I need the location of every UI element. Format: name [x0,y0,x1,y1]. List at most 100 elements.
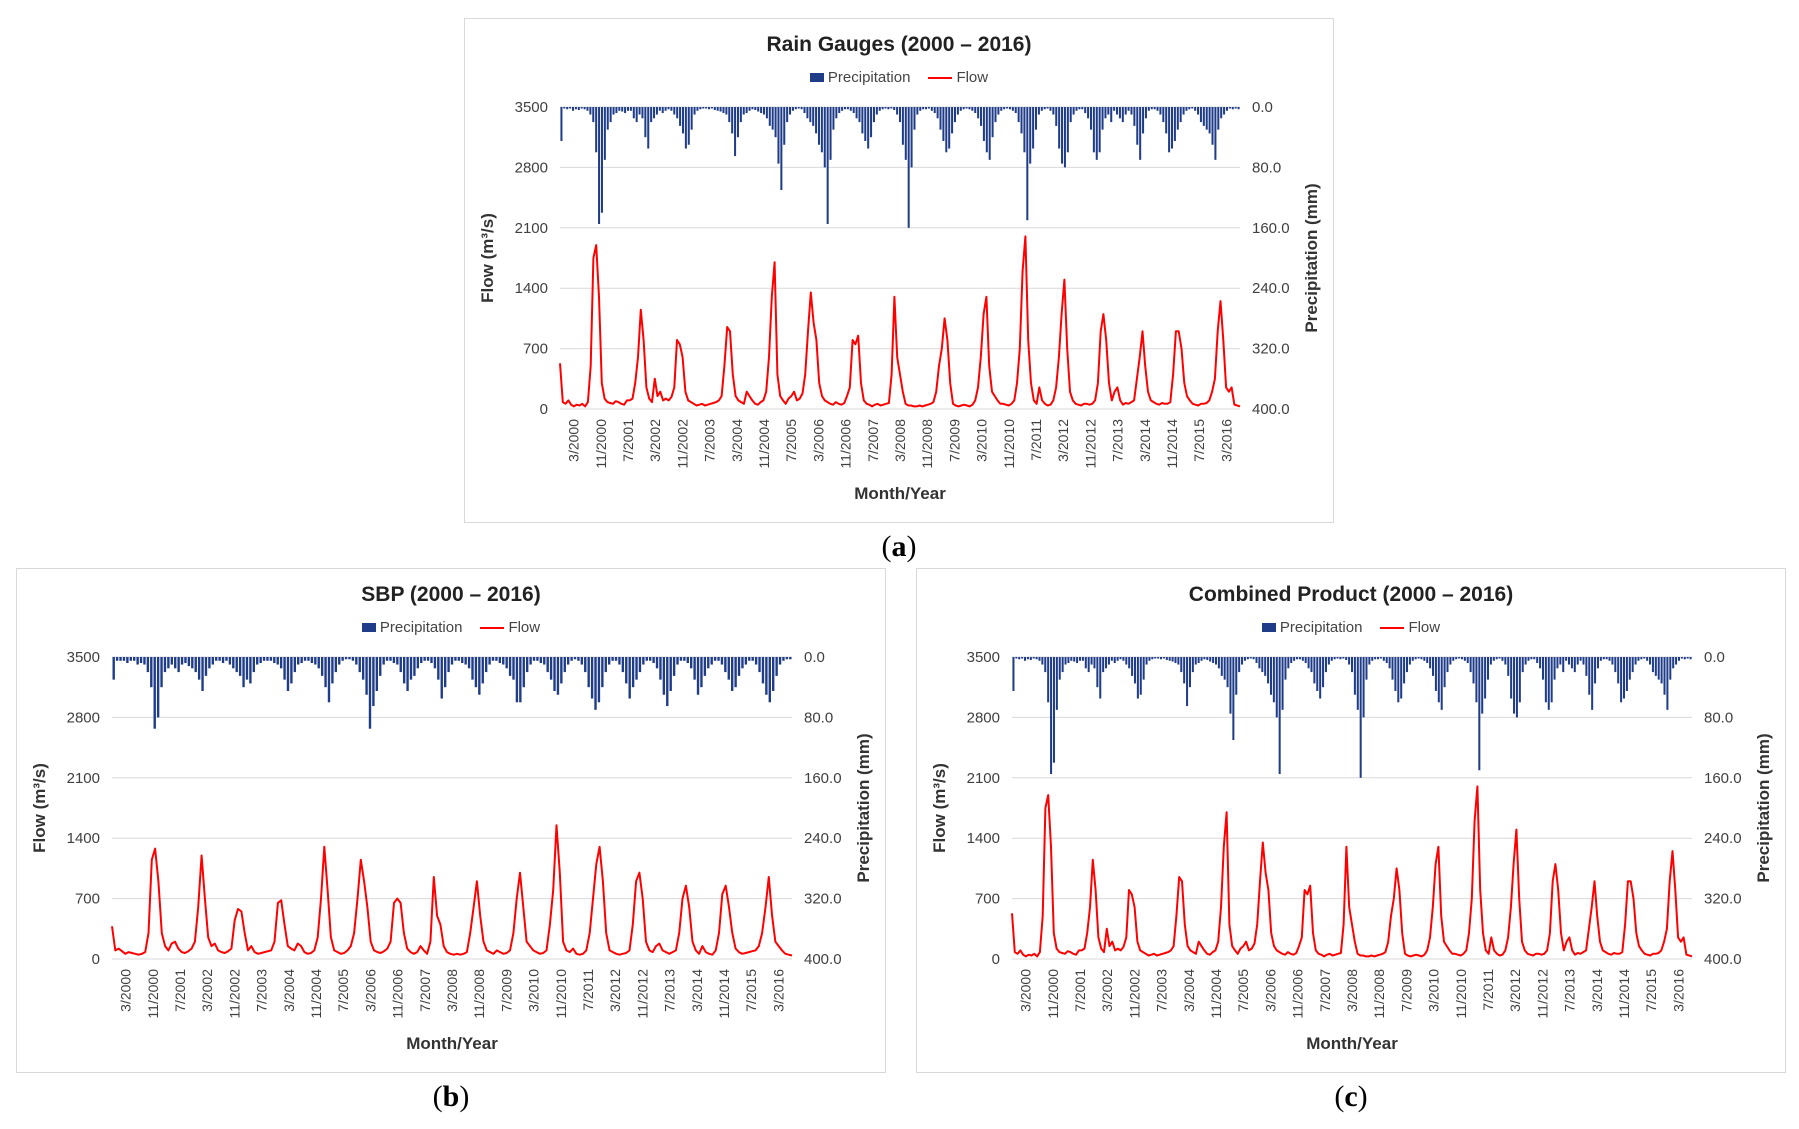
precipitation-bar [607,657,611,665]
precipitation-bar [1024,657,1027,661]
precipitation-bar [761,657,765,684]
x-tick-label: 3/2006 [810,419,826,462]
precipitation-bar [1353,657,1356,695]
precipitation-bar [167,657,170,669]
precipitation-bar [751,107,754,110]
precipitation-bar [980,107,983,126]
precipitation-bar [574,107,577,110]
precipitation-bar [184,657,187,664]
precipitation-bar [849,107,852,111]
caption-a: (a) [881,530,917,563]
precipitation-bar [647,107,650,149]
precipitation-bar [256,657,259,665]
precipitation-bar [283,657,286,680]
precipitation-bar [563,107,566,109]
precipitation-bar [1374,657,1377,660]
precipitation-bar [1414,657,1417,660]
x-tick-label: 11/2012 [1534,969,1550,1019]
precipitation-bar [348,657,351,660]
x-tick-label: 3/2014 [689,969,705,1012]
precipitation-bar [1672,657,1675,669]
precipitation-bar [739,107,742,123]
precipitation-bar [611,657,614,661]
precipitation-bar [1050,657,1053,775]
precipitation-bar [832,107,835,130]
precipitation-bar [508,657,512,676]
precipitation-bar [595,107,598,153]
y-tick-label-left: 2800 [967,709,1000,726]
chart-legend: Precipitation Flow [17,619,885,636]
precipitation-bar [724,657,727,673]
flow-line [111,824,793,957]
precipitation-bar [1235,657,1238,695]
precipitation-bar [1660,657,1663,684]
precipitation-bar [838,107,841,114]
precipitation-bar [713,107,716,111]
legend-item-flow: Flow [928,69,988,86]
precipitation-bar [1434,657,1437,691]
precipitation-bar [1620,657,1623,703]
precipitation-bar [139,657,143,664]
precipitation-bar [1345,657,1348,661]
precipitation-bar [450,657,454,665]
precipitation-bar [777,107,780,164]
precipitation-bar [1183,657,1186,684]
precipitation-bar [939,107,942,130]
y-tick-label-right: 160.0 [804,770,842,787]
precipitation-bar [1458,657,1461,659]
precipitation-bar [1403,657,1406,684]
precipitation-bar [1173,107,1176,141]
precipitation-bar [629,107,632,111]
precipitation-bar [1139,657,1142,695]
x-tick-label: 7/2013 [662,969,678,1012]
precipitation-bar [829,107,832,160]
precipitation-bar [1029,107,1032,164]
precipitation-bar [1032,107,1035,149]
precipitation-bar [457,657,461,661]
precipitation-bar [797,107,800,109]
precipitation-bar [1432,657,1435,676]
precipitation-bar [1547,657,1550,710]
precipitation-bar [1669,657,1672,680]
precipitation-bar [570,657,573,661]
x-tick-label: 3/2000 [118,969,134,1012]
precipitation-bar [1469,657,1472,673]
precipitation-bar [1657,657,1660,680]
precipitation-bar [1176,107,1179,130]
y-tick-label-right: 400.0 [1704,951,1742,968]
precipitation-bar [115,657,119,661]
precipitation-bar [375,657,379,691]
legend-item-precipitation: Precipitation [361,619,462,636]
precipitation-bar [1339,657,1342,660]
x-tick-label: 3/2016 [1670,969,1686,1012]
precipitation-bar [1599,657,1602,661]
precipitation-bar [560,657,563,684]
precipitation-bar [1043,107,1046,110]
precipitation-bar [225,657,228,661]
precipitation-bar [778,657,782,665]
x-tick-label: 11/2002 [674,419,690,469]
legend-label-precipitation: Precipitation [1279,619,1363,636]
precipitation-bar [771,107,774,130]
precipitation-bar [1217,657,1220,669]
precipitation-bar [1333,657,1336,660]
precipitation-bar [153,657,156,729]
precipitation-bar [1472,657,1475,684]
precipitation-bar [1281,657,1284,710]
precipitation-bar [1225,107,1228,111]
precipitation-bar [1243,657,1246,661]
precipitation-bar [1206,657,1209,661]
precipitation-bar [1092,107,1095,153]
precipitation-bar [1136,657,1139,699]
precipitation-bar [1423,657,1426,661]
precipitation-bar [1170,107,1174,149]
precipitation-bar [1017,107,1020,123]
precipitation-bar [1336,657,1339,659]
precipitation-bar [218,657,221,661]
precipitation-bar [1255,657,1258,664]
precipitation-bar [1576,657,1579,665]
precipitation-bar [1524,657,1527,665]
precipitation-bar [1124,107,1127,115]
precipitation-bar [1533,657,1536,660]
precipitation-bar [1119,657,1122,660]
